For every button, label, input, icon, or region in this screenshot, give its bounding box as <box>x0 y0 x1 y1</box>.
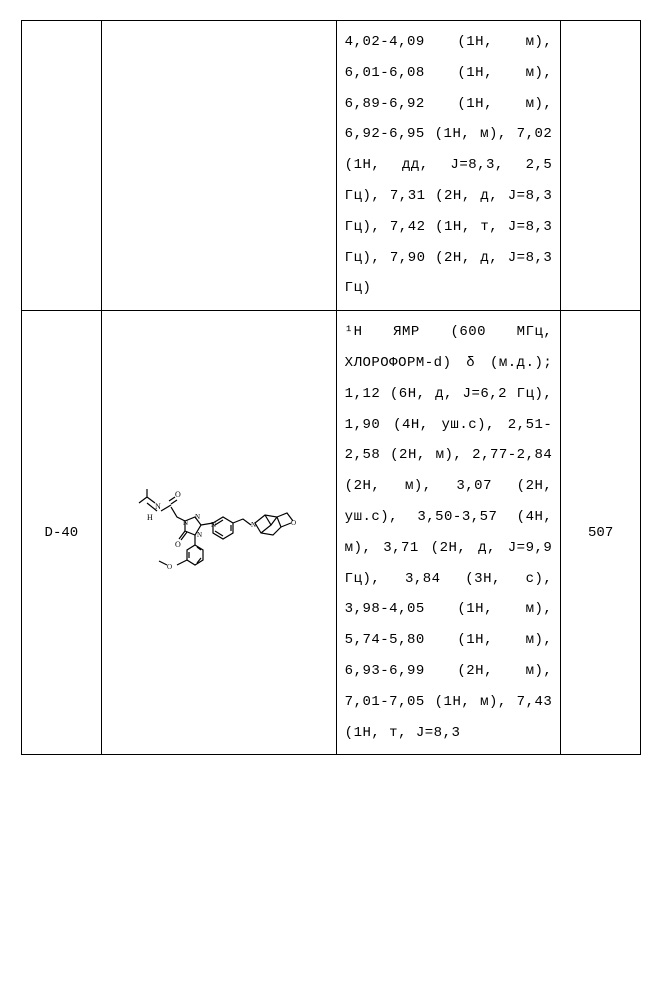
table-row: D-40 H N O N N <box>22 311 641 755</box>
svg-text:N: N <box>183 519 188 527</box>
compound-id-cell: D-40 <box>22 311 102 755</box>
nmr-cell: ¹H ЯМР (600 МГц, ХЛОРОФОРМ-d) δ (м.д.); … <box>336 311 561 755</box>
structure-cell: H N O N N N O <box>101 311 336 755</box>
svg-text:H: H <box>147 513 153 522</box>
mass-cell <box>561 21 641 311</box>
structure-cell <box>101 21 336 311</box>
nmr-text: ¹H ЯМР (600 МГц, ХЛОРОФОРМ-d) δ (м.д.); … <box>345 324 553 740</box>
nmr-text: 4,02-4,09 (1H, м), 6,01-6,08 (1H, м), 6,… <box>345 34 553 296</box>
svg-text:N: N <box>155 502 161 511</box>
nmr-cell: 4,02-4,09 (1H, м), 6,01-6,08 (1H, м), 6,… <box>336 21 561 311</box>
svg-text:O: O <box>175 490 181 499</box>
svg-text:N: N <box>195 513 200 521</box>
svg-text:N: N <box>211 521 216 529</box>
svg-text:N: N <box>197 531 202 539</box>
svg-text:O: O <box>175 540 181 549</box>
mass-cell: 507 <box>561 311 641 755</box>
compound-id-cell <box>22 21 102 311</box>
svg-text:O: O <box>167 563 172 571</box>
compound-id: D-40 <box>45 525 79 541</box>
chemical-structure-icon: H N O N N N O <box>119 475 319 585</box>
mass-value: 507 <box>588 525 613 541</box>
table-row: 4,02-4,09 (1H, м), 6,01-6,08 (1H, м), 6,… <box>22 21 641 311</box>
compound-data-table: 4,02-4,09 (1H, м), 6,01-6,08 (1H, м), 6,… <box>21 20 641 755</box>
